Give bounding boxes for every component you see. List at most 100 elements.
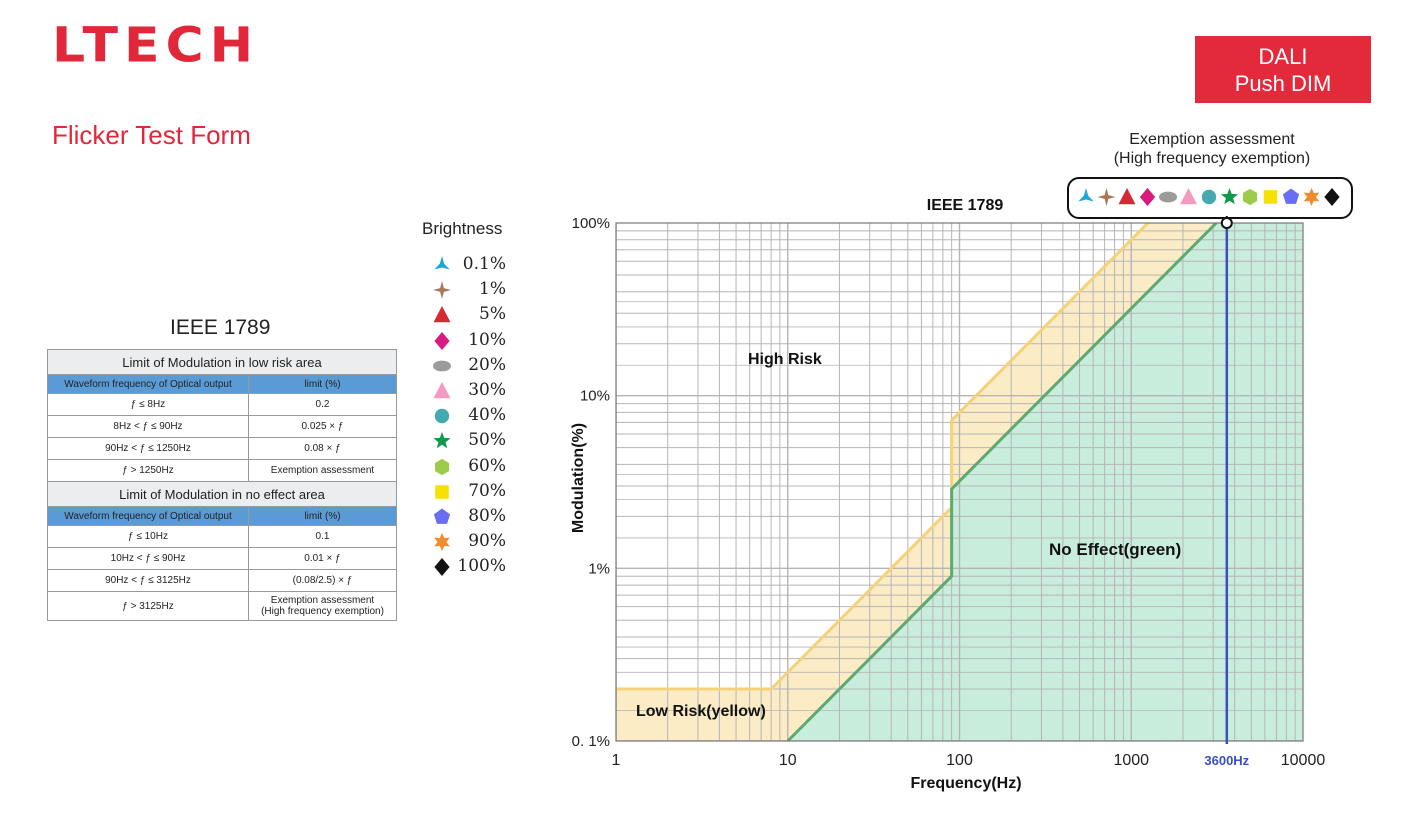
legend-item: 100% xyxy=(430,554,520,579)
x-tick-label: 1 xyxy=(612,752,621,769)
table-header-row: Waveform frequency of Optical output lim… xyxy=(47,506,397,526)
form-title: Flicker Test Form xyxy=(52,120,251,150)
legend-item: 1% xyxy=(430,277,520,302)
standard-title: IEEE 1789 xyxy=(170,316,271,339)
triangle-icon xyxy=(1118,188,1136,205)
y-tick-label: 10% xyxy=(580,388,610,405)
triangle-icon xyxy=(433,382,451,399)
legend-label: 100% xyxy=(457,556,506,577)
legend-label: 60% xyxy=(468,455,506,476)
legend-item: 10% xyxy=(430,328,520,353)
pentagon-icon xyxy=(433,508,451,524)
four-point-star-icon xyxy=(1097,188,1116,206)
four-point-star-icon xyxy=(433,281,451,300)
square-icon xyxy=(435,485,449,499)
diamond-icon xyxy=(434,558,450,577)
legend-item: 40% xyxy=(430,403,520,428)
high-risk-label: High Risk xyxy=(748,351,822,368)
table-row: 90Hz < ƒ ≤ 1250Hz 0.08 × ƒ xyxy=(47,437,397,460)
circle-icon xyxy=(434,408,450,424)
plot-frame xyxy=(615,222,1304,742)
triangle-icon xyxy=(433,306,451,323)
ellipse-icon xyxy=(1159,191,1177,203)
legend-label: 1% xyxy=(479,279,506,300)
table-row: 90Hz < ƒ ≤ 3125Hz (0.08/2.5) × ƒ xyxy=(47,569,397,592)
legend-item: 30% xyxy=(430,378,520,403)
x-tick-label: 1000 xyxy=(1113,752,1149,769)
y-axis-label: Modulation(%) xyxy=(570,423,587,533)
legend-label: 30% xyxy=(468,380,506,400)
table-header-row: Waveform frequency of Optical output lim… xyxy=(47,374,397,394)
badge-line-2: Push DIM xyxy=(1234,70,1332,96)
legend-label: 50% xyxy=(468,430,506,451)
triangle-icon xyxy=(1180,188,1198,205)
ltech-logo: LTECH xyxy=(52,18,260,74)
no-effect-label: No Effect(green) xyxy=(1049,540,1181,559)
marker-frequency-label: 3600Hz xyxy=(1204,753,1249,768)
diamond-icon xyxy=(434,331,450,350)
y-tick-label: 100% xyxy=(572,215,610,232)
six-point-star-icon xyxy=(434,533,450,552)
legend-label: 70% xyxy=(468,480,506,501)
legend-item: 0.1% xyxy=(430,252,520,277)
measurement-point xyxy=(1220,217,1233,229)
limit-cell: Exemption assessment (High frequency exe… xyxy=(248,591,397,621)
tri-star-icon xyxy=(1078,188,1094,202)
hexagon-icon xyxy=(435,458,449,475)
diamond-icon xyxy=(434,331,450,350)
y-tick-label: 0. 1% xyxy=(572,733,610,750)
legend-item: 20% xyxy=(430,353,520,378)
no-effect-boundary-line xyxy=(786,223,1218,741)
legend-item: 70% xyxy=(430,479,520,504)
circle-icon xyxy=(434,408,450,424)
column-header-limit: limit (%) xyxy=(248,374,397,394)
six-point-star-icon xyxy=(1303,188,1320,206)
legend-item: 80% xyxy=(430,504,520,529)
triangle-icon xyxy=(433,306,451,323)
x-tick-label: 100 xyxy=(946,752,973,769)
legend-label: 40% xyxy=(468,405,506,426)
legend-item: 90% xyxy=(430,529,520,554)
four-point-star-icon xyxy=(433,281,451,300)
exemption-title-line-1: Exemption assessment xyxy=(1129,131,1295,148)
no-effect-section-title: Limit of Modulation in no effect area xyxy=(47,481,397,507)
product-badge: DALI Push DIM xyxy=(1195,36,1371,103)
exemption-title: Exemption assessment (High frequency exe… xyxy=(1072,130,1352,168)
triangle-icon xyxy=(433,382,451,399)
badge-line-1: DALI xyxy=(1258,43,1308,69)
legend-item: 60% xyxy=(430,454,520,479)
table-section-row: Limit of Modulation in no effect area xyxy=(47,481,397,507)
hexagon-icon xyxy=(1243,188,1257,206)
exemption-title-line-2: (High frequency exemption) xyxy=(1113,150,1311,167)
table-row: ƒ > 1250Hz Exemption assessment xyxy=(47,459,397,482)
no-effect-region xyxy=(787,223,1303,741)
square-icon xyxy=(435,485,449,499)
hexagon-icon xyxy=(435,458,449,475)
legend-label: 20% xyxy=(468,354,506,375)
legend-label: 80% xyxy=(468,506,506,526)
column-header-frequency: Waveform frequency of Optical output xyxy=(47,506,249,526)
exemption-marker-box xyxy=(1067,177,1353,219)
column-header-frequency: Waveform frequency of Optical output xyxy=(47,374,249,394)
square-icon xyxy=(1263,190,1278,204)
legend-label: 0.1% xyxy=(462,254,506,274)
plot-area xyxy=(616,223,1303,741)
ellipse-icon xyxy=(433,360,451,372)
x-tick-label: 10000 xyxy=(1281,752,1326,769)
limit-text: Exemption assessment xyxy=(270,595,375,606)
legend-label: 90% xyxy=(468,531,506,552)
star-icon xyxy=(433,432,451,449)
diamond-icon xyxy=(434,558,450,577)
x-axis-label: Frequency(Hz) xyxy=(910,775,1021,792)
legend-title: Brightness xyxy=(422,219,503,238)
ellipse-icon xyxy=(433,360,451,372)
diamond-icon xyxy=(1324,188,1340,206)
low-risk-label: Low Risk(yellow) xyxy=(636,703,766,720)
exemption-icons xyxy=(1078,188,1340,206)
diamond-icon xyxy=(1139,188,1156,206)
legend-label: 10% xyxy=(468,329,506,350)
tri-star-icon xyxy=(434,256,450,270)
circle-icon xyxy=(1201,189,1217,205)
chart-title: IEEE 1789 xyxy=(927,197,1004,214)
